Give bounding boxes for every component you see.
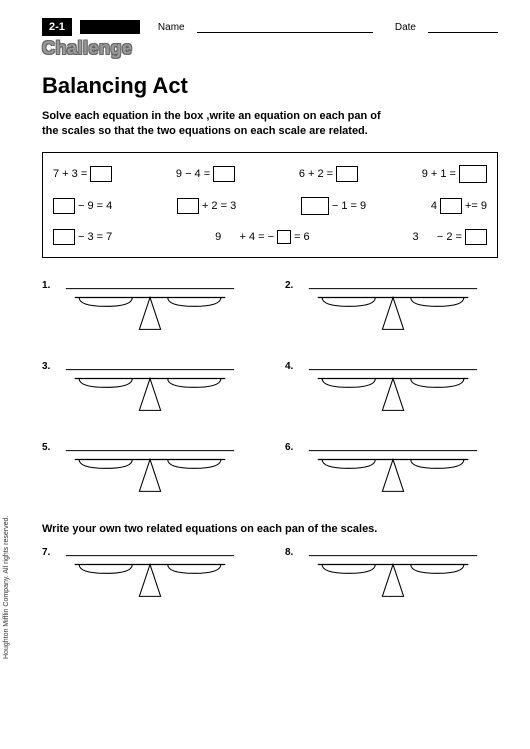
balance-scale-icon — [60, 545, 240, 607]
eq-text: − 1 = 9 — [332, 200, 366, 212]
answer-blank[interactable] — [53, 198, 75, 214]
eq-text: 9 − 4 = — [176, 168, 210, 180]
balance-scale-icon — [60, 359, 240, 421]
answer-blank[interactable] — [277, 230, 291, 244]
eq-text: 9 + 1 = — [422, 168, 456, 180]
name-input-line[interactable] — [197, 21, 373, 33]
scale-number: 3. — [42, 359, 54, 372]
answer-blank[interactable] — [177, 198, 199, 214]
copyright-text: Houghton Mifflin Company. All rights res… — [3, 516, 10, 659]
date-input-line[interactable] — [428, 21, 498, 33]
equation-2d: 4 += 9 — [431, 198, 487, 214]
eq-text: − 3 = 7 — [78, 231, 112, 243]
eq-text: 6 + 2 = — [299, 168, 333, 180]
answer-blank[interactable] — [90, 166, 112, 182]
scale-graphic[interactable] — [303, 545, 498, 612]
eq-text: − 2 = — [437, 231, 462, 243]
scale-item: 3. — [42, 359, 255, 426]
scale-graphic[interactable] — [303, 359, 498, 426]
eq-text: = 6 — [294, 231, 310, 243]
balance-scale-icon — [303, 440, 483, 502]
equation-1c: 6 + 2 = — [299, 166, 358, 182]
scale-item: 8. — [285, 545, 498, 612]
scale-number: 2. — [285, 278, 297, 291]
scale-item: 1. — [42, 278, 255, 345]
write-own-instructions: Write your own two related equations on … — [42, 523, 498, 535]
instructions: Solve each equation in the box ,write an… — [42, 109, 498, 140]
answer-blank[interactable] — [53, 229, 75, 245]
scale-graphic[interactable] — [303, 440, 498, 507]
equation-1d: 9 + 1 = — [422, 165, 487, 183]
answer-blank[interactable] — [440, 198, 462, 214]
answer-blank[interactable] — [336, 166, 358, 182]
scale-item: 6. — [285, 440, 498, 507]
scales-grid: 1. 2. 3. 4. 5. 6. — [42, 278, 498, 507]
equation-3a: − 3 = 7 — [53, 229, 112, 245]
balance-scale-icon — [303, 359, 483, 421]
scale-number: 8. — [285, 545, 297, 558]
scale-item: 5. — [42, 440, 255, 507]
eq-text: + 4 = − — [240, 231, 275, 243]
scale-graphic[interactable] — [60, 545, 255, 612]
equation-2b: + 2 = 3 — [177, 198, 236, 214]
answer-blank[interactable] — [301, 197, 329, 215]
equation-3b: 9 + 4 = − = 6 — [215, 230, 310, 244]
challenge-heading: Challenge — [42, 38, 498, 59]
page-title: Balancing Act — [42, 73, 498, 99]
equation-row-3: − 3 = 7 9 + 4 = − = 6 3 − 2 = — [53, 229, 487, 245]
equation-row-1: 7 + 3 = 9 − 4 = 6 + 2 = 9 + 1 = — [53, 165, 487, 183]
scale-number: 1. — [42, 278, 54, 291]
scale-item: 4. — [285, 359, 498, 426]
balance-scale-icon — [60, 278, 240, 340]
instructions-line-2: the scales so that the two equations on … — [42, 124, 498, 139]
scale-number: 4. — [285, 359, 297, 372]
answer-blank[interactable] — [213, 166, 235, 182]
balance-scale-icon — [303, 278, 483, 340]
scale-item: 7. — [42, 545, 255, 612]
equation-1a: 7 + 3 = — [53, 166, 112, 182]
date-label: Date — [385, 22, 416, 33]
equation-2a: − 9 = 4 — [53, 198, 112, 214]
scale-number: 6. — [285, 440, 297, 453]
scale-item: 2. — [285, 278, 498, 345]
equation-box: 7 + 3 = 9 − 4 = 6 + 2 = 9 + 1 = − 9 = 4 … — [42, 152, 498, 258]
header-row: 2-1 Name Date — [42, 18, 498, 36]
scale-number: 5. — [42, 440, 54, 453]
badge-bar — [80, 20, 140, 34]
equation-2c: − 1 = 9 — [301, 197, 366, 215]
eq-text: += 9 — [465, 200, 487, 212]
equation-1b: 9 − 4 = — [176, 166, 235, 182]
name-label: Name — [148, 22, 185, 33]
instructions-line-1: Solve each equation in the box ,write an… — [42, 109, 498, 124]
eq-text: − 9 = 4 — [78, 200, 112, 212]
scale-number: 7. — [42, 545, 54, 558]
balance-scale-icon — [60, 440, 240, 502]
eq-text: + 2 = 3 — [202, 200, 236, 212]
eq-text: 4 — [431, 200, 437, 212]
scale-graphic[interactable] — [60, 440, 255, 507]
eq-text: 9 — [215, 231, 221, 243]
equation-row-2: − 9 = 4 + 2 = 3 − 1 = 9 4 += 9 — [53, 197, 487, 215]
scales-grid-own: 7. 8. — [42, 545, 498, 612]
answer-blank[interactable] — [459, 165, 487, 183]
scale-graphic[interactable] — [60, 278, 255, 345]
scale-graphic[interactable] — [303, 278, 498, 345]
lesson-badge: 2-1 — [42, 18, 72, 36]
equation-3c: 3 − 2 = — [413, 229, 487, 245]
eq-text: 3 — [413, 231, 419, 243]
answer-blank[interactable] — [465, 229, 487, 245]
eq-text: 7 + 3 = — [53, 168, 87, 180]
balance-scale-icon — [303, 545, 483, 607]
scale-graphic[interactable] — [60, 359, 255, 426]
